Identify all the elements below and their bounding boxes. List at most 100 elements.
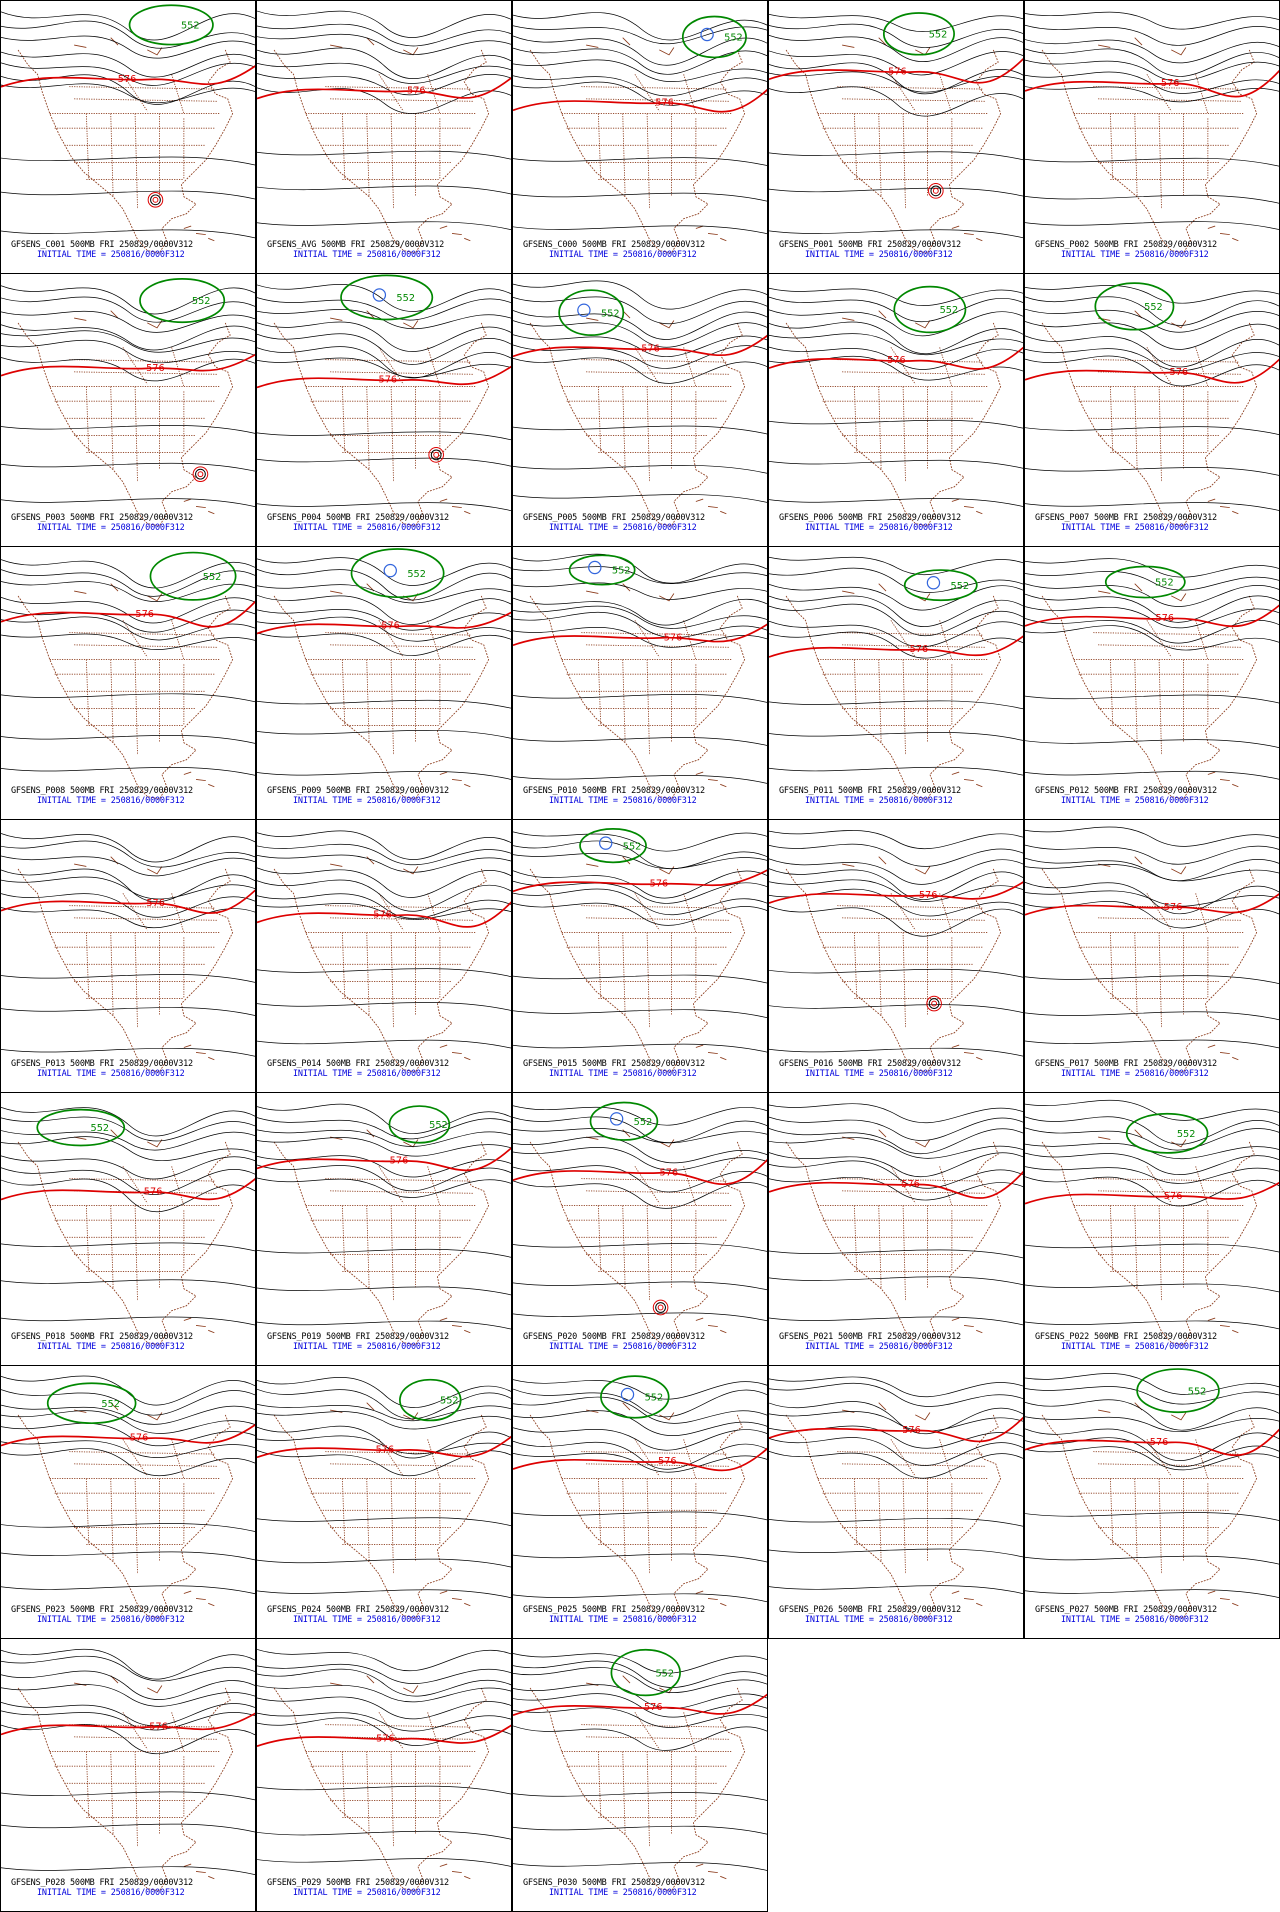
panel-caption: GFSENS_C001 500MB FRI 250829/0000V312: [11, 240, 193, 250]
forecast-panel: 552 576 GFSENS_P022 500MB FRI 250829/0000V…: [1024, 1092, 1280, 1366]
contour-576-line: [513, 1693, 767, 1716]
contour-label-576: 576: [901, 1179, 920, 1190]
height-contour-map: 552 576: [257, 1103, 511, 1346]
contour-552-line: [149, 551, 237, 601]
contour-576-line: [513, 334, 767, 358]
height-contour-map: 552 576: [1025, 1368, 1279, 1619]
black-height-contours: [1025, 285, 1279, 511]
geography-outline: [529, 583, 746, 800]
panel-caption: GFSENS_P007 500MB FRI 250829/0000V312: [1035, 513, 1217, 523]
initial-time-caption: INITIAL TIME = 250816/0000F312: [37, 250, 185, 260]
panel-caption: GFSENS_P023 500MB FRI 250829/0000V312: [11, 1605, 193, 1615]
contour-576-line: [769, 635, 1023, 658]
black-height-contours: [1025, 11, 1279, 230]
contour-label-552: 552: [612, 566, 631, 577]
initial-time-caption: INITIAL TIME = 250816/0000F312: [805, 1069, 953, 1079]
contour-552-line: [579, 828, 647, 864]
initial-time-caption: INITIAL TIME = 250816/0000F312: [1061, 1342, 1209, 1352]
geography-outline: [529, 310, 746, 527]
contour-576-line: [513, 1447, 767, 1472]
black-height-contours: [257, 1377, 511, 1599]
initial-time-caption: INITIAL TIME = 250816/0000F312: [1061, 1069, 1209, 1079]
contour-576-line: [769, 1416, 1023, 1443]
height-contour-map: 552 576: [769, 556, 1023, 800]
black-height-contours: [1025, 826, 1279, 1049]
contour-576-line: [1, 600, 255, 628]
panel-caption: GFSENS_P013 500MB FRI 250829/0000V312: [11, 1059, 193, 1069]
geography-outline: [1041, 1129, 1258, 1346]
contour-576-line: [513, 869, 767, 893]
panel-caption: GFSENS_P011 500MB FRI 250829/0000V312: [779, 786, 961, 796]
height-contour-map: 552 576: [513, 280, 767, 527]
initial-time-caption: INITIAL TIME = 250816/0000F312: [37, 1615, 185, 1625]
panel-caption: GFSENS_P008 500MB FRI 250829/0000V312: [11, 786, 193, 796]
contour-label-552: 552: [203, 572, 222, 583]
forecast-panel: 552 576 GFSENS_P027 500MB FRI 250829/0000V…: [1024, 1365, 1280, 1639]
panel-caption: GFSENS_P021 500MB FRI 250829/0000V312: [779, 1332, 961, 1342]
contour-552-line: [388, 1105, 451, 1144]
contour-552-line: [600, 1375, 670, 1419]
panel-caption: GFSENS_P014 500MB FRI 250829/0000V312: [267, 1059, 449, 1069]
panel-caption: GFSENS_P010 500MB FRI 250829/0000V312: [523, 786, 705, 796]
contour-label-576: 576: [1164, 1191, 1183, 1202]
initial-time-caption: INITIAL TIME = 250816/0000F312: [293, 1888, 441, 1898]
geography-outline: [785, 856, 1002, 1073]
panel-caption: GFSENS_P017 500MB FRI 250829/0000V312: [1035, 1059, 1217, 1069]
contour-576-line: [769, 1170, 1023, 1199]
panel-caption: GFSENS_P018 500MB FRI 250829/0000V312: [11, 1332, 193, 1342]
forecast-panel: 552 576 GFSENS_P024 500MB FRI 250829/0000V…: [256, 1365, 512, 1639]
contour-576-line: [1025, 69, 1279, 98]
black-height-contours: [513, 553, 767, 784]
contour-552-line: [1104, 565, 1186, 599]
forecast-panel: 576 GFSENS_P002 500MB FRI 250829/0000V312…: [1024, 0, 1280, 274]
height-contour-map: 576: [257, 830, 511, 1073]
forecast-panel: 576 GFSENS_P013 500MB FRI 250829/0000V312…: [0, 819, 256, 1093]
contour-label-552: 552: [407, 569, 426, 580]
height-contour-map: 552 576: [513, 553, 767, 800]
geography-outline: [785, 310, 1002, 527]
contour-576-line: [1, 1423, 255, 1447]
contour-552-line: [139, 278, 226, 324]
contour-label-576: 576: [1161, 78, 1180, 89]
contour-576-line: [1025, 604, 1279, 628]
tropical-low-contours: [147, 192, 164, 208]
contour-label-552: 552: [429, 1120, 448, 1131]
forecast-panel: 552 576 GFSENS_P009 500MB FRI 250829/0000V…: [256, 546, 512, 820]
contour-label-576: 576: [1155, 613, 1174, 624]
contour-label-576: 576: [660, 1167, 679, 1178]
height-contour-map: 576: [769, 1103, 1023, 1346]
height-contour-map: 552 576: [1025, 1099, 1279, 1346]
contour-label-576: 576: [146, 898, 165, 909]
contour-576-line: [1, 1177, 255, 1201]
initial-time-caption: INITIAL TIME = 250816/0000F312: [549, 1342, 697, 1352]
geography-outline: [785, 1402, 1002, 1619]
initial-time-caption: INITIAL TIME = 250816/0000F312: [805, 523, 953, 533]
contour-label-576: 576: [146, 363, 165, 374]
blue-low-contour: [620, 1387, 635, 1402]
black-height-contours: [769, 556, 1023, 776]
contour-label-576: 576: [650, 878, 669, 889]
forecast-panel: 552 576 GFSENS_P008 500MB FRI 250829/0000V…: [0, 546, 256, 820]
contour-label-552: 552: [1155, 578, 1174, 589]
forecast-panel: 552 576 GFSENS_P020 500MB FRI 250829/0000V…: [512, 1092, 768, 1366]
height-contour-map: 552 576: [1, 1375, 255, 1619]
geography-outline: [785, 1129, 1002, 1346]
forecast-panel: 576 GFSENS_P028 500MB FRI 250829/0000V312…: [0, 1638, 256, 1912]
initial-time-caption: INITIAL TIME = 250816/0000F312: [293, 523, 441, 533]
contour-576-line: [1025, 1181, 1279, 1205]
panel-caption: GFSENS_P005 500MB FRI 250829/0000V312: [523, 513, 705, 523]
contour-552-line: [589, 1101, 659, 1141]
contour-label-576: 576: [373, 909, 392, 920]
contour-label-576: 576: [1170, 367, 1189, 378]
height-contour-map: 576: [1, 833, 255, 1073]
contour-576-line: [257, 611, 511, 635]
black-height-contours: [1, 285, 255, 507]
blue-low-contour: [577, 303, 591, 317]
contour-576-line: [513, 623, 767, 647]
contour-label-552: 552: [1177, 1129, 1196, 1140]
contour-label-576: 576: [130, 1433, 149, 1444]
panel-caption: GFSENS_P028 500MB FRI 250829/0000V312: [11, 1878, 193, 1888]
contour-552-line: [882, 12, 955, 56]
initial-time-caption: INITIAL TIME = 250816/0000F312: [37, 796, 185, 806]
height-contour-map: 552 576: [1, 278, 255, 527]
